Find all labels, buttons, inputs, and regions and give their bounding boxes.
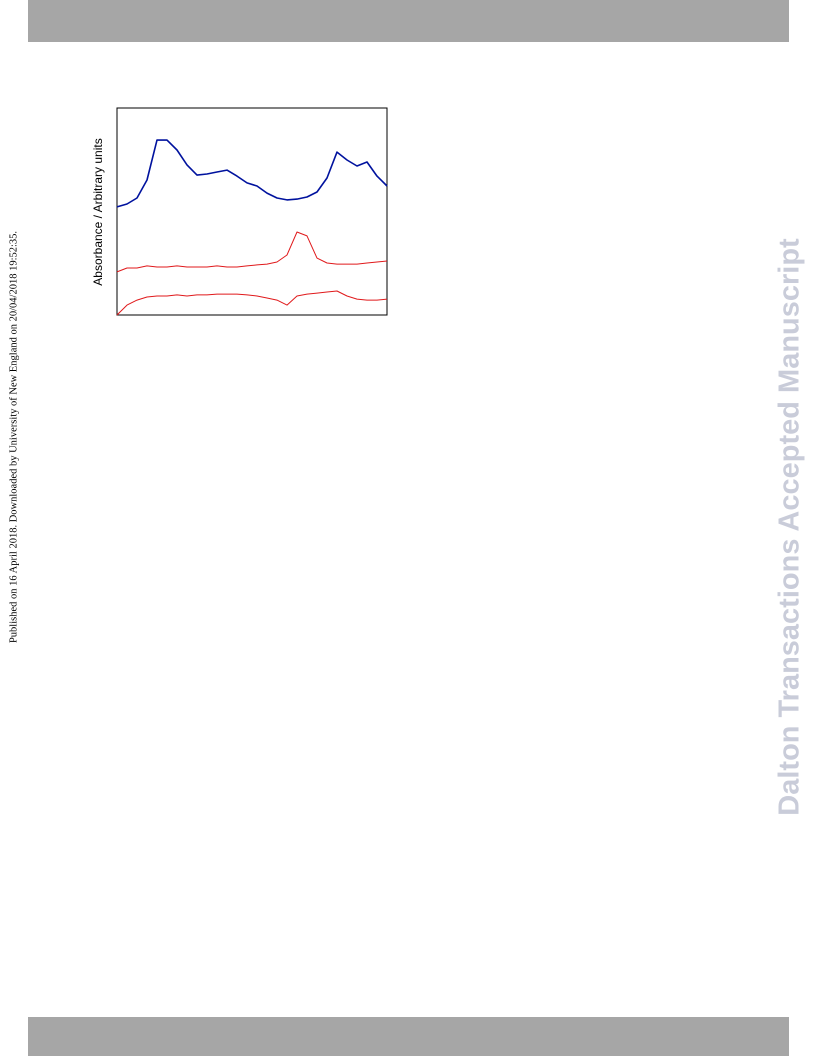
spectrum-line — [116, 290, 388, 316]
header-bar — [28, 0, 789, 42]
spectrum-line — [116, 139, 388, 208]
plot-frame — [116, 107, 388, 316]
footer-bar — [28, 1017, 789, 1056]
spectrum-line — [116, 231, 388, 273]
y-axis-label: Absorbance / Arbitrary units — [91, 138, 105, 285]
